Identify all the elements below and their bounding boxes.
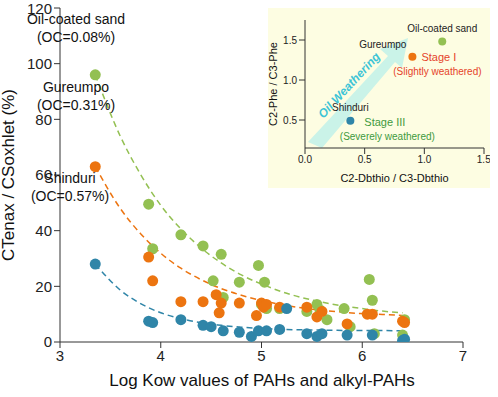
svg-text:3: 3 (56, 347, 64, 364)
svg-text:Oil-coated sand: Oil-coated sand (27, 11, 125, 27)
svg-text:1.0: 1.0 (283, 75, 297, 86)
svg-text:Stage III: Stage III (364, 116, 405, 128)
svg-text:0.5: 0.5 (283, 115, 297, 126)
svg-text:4: 4 (157, 347, 165, 364)
svg-text:Gureumpo: Gureumpo (359, 39, 407, 50)
svg-text:60: 60 (35, 166, 52, 183)
svg-text:C2-Phe / C3-Phe: C2-Phe / C3-Phe (268, 42, 279, 126)
svg-text:Log Kow values of PAHs and alk: Log Kow values of PAHs and alkyl-PAHs (109, 371, 415, 390)
svg-text:Stage I: Stage I (421, 51, 456, 63)
svg-text:120: 120 (27, 0, 52, 17)
svg-text:40: 40 (35, 222, 52, 239)
svg-text:C2-Dbthio / C3-Dbthio: C2-Dbthio / C3-Dbthio (340, 172, 448, 184)
svg-text:1.0: 1.0 (417, 154, 431, 165)
svg-text:0: 0 (44, 333, 52, 350)
svg-text:80: 80 (35, 111, 52, 128)
svg-text:20: 20 (35, 278, 52, 295)
svg-text:Shinduri: Shinduri (332, 102, 369, 113)
svg-text:(Severely weathered): (Severely weathered) (340, 131, 435, 142)
svg-text:CTenax / CSoxhlet (%): CTenax / CSoxhlet (%) (8, 89, 18, 261)
svg-text:Shinduri: Shinduri (44, 170, 95, 186)
svg-text:Gureumpo: Gureumpo (43, 79, 109, 95)
svg-text:(Slightly weathered): (Slightly weathered) (393, 66, 481, 77)
svg-text:Oil-coated sand: Oil-coated sand (407, 23, 477, 34)
svg-text:(OC=0.57%): (OC=0.57%) (31, 188, 109, 204)
svg-text:1.5: 1.5 (477, 154, 490, 165)
svg-text:1.5: 1.5 (283, 35, 297, 46)
svg-text:(OC=0.31%): (OC=0.31%) (37, 97, 115, 113)
svg-text:(OC=0.08%): (OC=0.08%) (37, 29, 115, 45)
svg-text:100: 100 (27, 55, 52, 72)
svg-text:Oil Weathering: Oil Weathering (315, 49, 383, 121)
svg-text:0.0: 0.0 (298, 154, 312, 165)
svg-text:7: 7 (459, 347, 467, 364)
svg-text:0.5: 0.5 (358, 154, 372, 165)
svg-text:6: 6 (358, 347, 366, 364)
svg-text:5: 5 (257, 347, 265, 364)
